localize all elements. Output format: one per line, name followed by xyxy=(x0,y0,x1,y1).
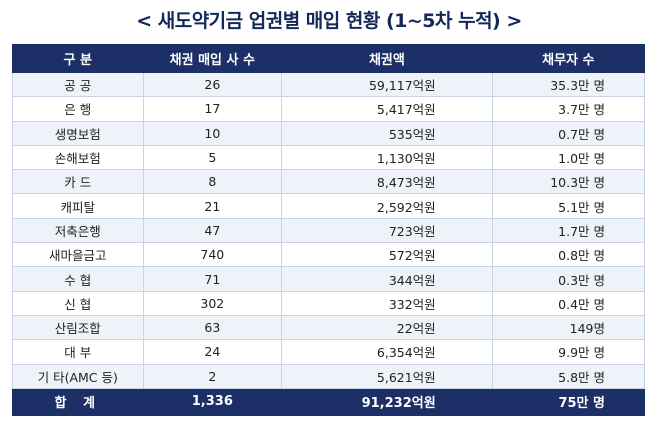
table-cell: 332억원 xyxy=(281,290,493,316)
table-cell: 기 타(AMC 등) xyxy=(12,363,144,389)
header-row: 구 분 채권 매입 사 수 채권액 채무자 수 xyxy=(12,44,646,73)
table-cell: 카 드 xyxy=(12,169,144,195)
table-cell: 10.3만 명 xyxy=(491,169,646,195)
total-row: 합 계 1,336 91,232억원 75만 명 xyxy=(12,387,646,416)
table-cell: 9.9만 명 xyxy=(491,339,646,365)
table-row: 생명보험 10 535억원 0.7만 명 xyxy=(12,120,646,146)
table-cell: 0.8만 명 xyxy=(491,242,646,268)
table-cell: 5 xyxy=(142,144,283,171)
title: < 새도약기금 업권별 매입 현황 (1~5차 누적) > xyxy=(136,10,522,32)
table-cell: 26 xyxy=(142,71,283,98)
total-cell: 1,336 xyxy=(142,387,283,416)
table-cell: 0.3만 명 xyxy=(491,266,646,292)
total-cell: 합 계 xyxy=(12,387,144,416)
table-cell: 35.3만 명 xyxy=(491,71,646,98)
table-cell: 대 부 xyxy=(12,339,144,365)
table-cell: 8 xyxy=(142,169,283,195)
total-cell: 91,232억원 xyxy=(281,387,493,416)
header-cell: 채권액 xyxy=(281,44,493,73)
table-cell: 1,130억원 xyxy=(281,144,493,171)
table-cell: 24 xyxy=(142,339,283,365)
table-cell: 산림조합 xyxy=(12,314,144,341)
table-cell: 71 xyxy=(142,266,283,292)
table-cell: 8,473억원 xyxy=(281,169,493,195)
table-cell: 3.7만 명 xyxy=(491,96,646,122)
table-cell: 수 협 xyxy=(12,266,144,292)
table-cell: 5,621억원 xyxy=(281,363,493,389)
table-cell: 535억원 xyxy=(281,120,493,146)
table-cell: 생명보험 xyxy=(12,120,144,146)
table-cell: 59,117억원 xyxy=(281,71,493,98)
table-cell: 5.8만 명 xyxy=(491,363,646,389)
table-cell: 5,417억원 xyxy=(281,96,493,122)
table-cell: 10 xyxy=(142,120,283,146)
table-cell: 63 xyxy=(142,314,283,341)
header-cell: 채권 매입 사 수 xyxy=(142,44,283,73)
table-row: 손해보험 5 1,130억원 1.0만 명 xyxy=(12,144,646,171)
table-cell: 0.4만 명 xyxy=(491,290,646,316)
header-cell: 구 분 xyxy=(12,44,144,73)
table-footer: 합 계 1,336 91,232억원 75만 명 xyxy=(12,387,646,416)
table-cell: 47 xyxy=(142,217,283,244)
table-cell: 149명 xyxy=(491,314,646,341)
table-cell: 1.7만 명 xyxy=(491,217,646,244)
table-cell: 740 xyxy=(142,242,283,268)
table-cell: 5.1만 명 xyxy=(491,193,646,219)
table-row: 카 드 8 8,473억원 10.3만 명 xyxy=(12,169,646,195)
table-row: 산림조합 63 22억원 149명 xyxy=(12,314,646,341)
table-cell: 302 xyxy=(142,290,283,316)
header-cell: 채무자 수 xyxy=(491,44,646,73)
table-row: 대 부 24 6,354억원 9.9만 명 xyxy=(12,339,646,365)
table: 구 분 채권 매입 사 수 채권액 채무자 수 공 공 26 59,117억원 35.3만 … xyxy=(12,44,646,416)
table-cell: 새마을금고 xyxy=(12,242,144,268)
table-cell: 572억원 xyxy=(281,242,493,268)
table-row: 저축은행 47 723억원 1.7만 명 xyxy=(12,217,646,244)
table-cell: 6,354억원 xyxy=(281,339,493,365)
table-row: 공 공 26 59,117억원 35.3만 명 xyxy=(12,71,646,98)
table-cell: 손해보험 xyxy=(12,144,144,171)
table-cell: 캐피탈 xyxy=(12,193,144,219)
table-row: 새마을금고 740 572억원 0.8만 명 xyxy=(12,242,646,268)
table-cell: 신 협 xyxy=(12,290,144,316)
table-row: 은 행 17 5,417억원 3.7만 명 xyxy=(12,96,646,122)
table-cell: 저축은행 xyxy=(12,217,144,244)
table-cell: 0.7만 명 xyxy=(491,120,646,146)
table-cell: 공 공 xyxy=(12,71,144,98)
table-cell: 2,592억원 xyxy=(281,193,493,219)
table-cell: 17 xyxy=(142,96,283,122)
table-cell: 2 xyxy=(142,363,283,389)
table-cell: 은 행 xyxy=(12,96,144,122)
table-cell: 723억원 xyxy=(281,217,493,244)
table-row: 수 협 71 344억원 0.3만 명 xyxy=(12,266,646,292)
table-row: 기 타(AMC 등) 2 5,621억원 5.8만 명 xyxy=(12,363,646,389)
table-cell: 22억원 xyxy=(281,314,493,341)
table-cell: 21 xyxy=(142,193,283,219)
table-row: 캐피탈 21 2,592억원 5.1만 명 xyxy=(12,193,646,219)
table-cell: 1.0만 명 xyxy=(491,144,646,171)
table-row: 신 협 302 332억원 0.4만 명 xyxy=(12,290,646,316)
table-cell: 344억원 xyxy=(281,266,493,292)
total-cell: 75만 명 xyxy=(491,387,646,416)
table-header: 구 분 채권 매입 사 수 채권액 채무자 수 xyxy=(12,44,646,73)
